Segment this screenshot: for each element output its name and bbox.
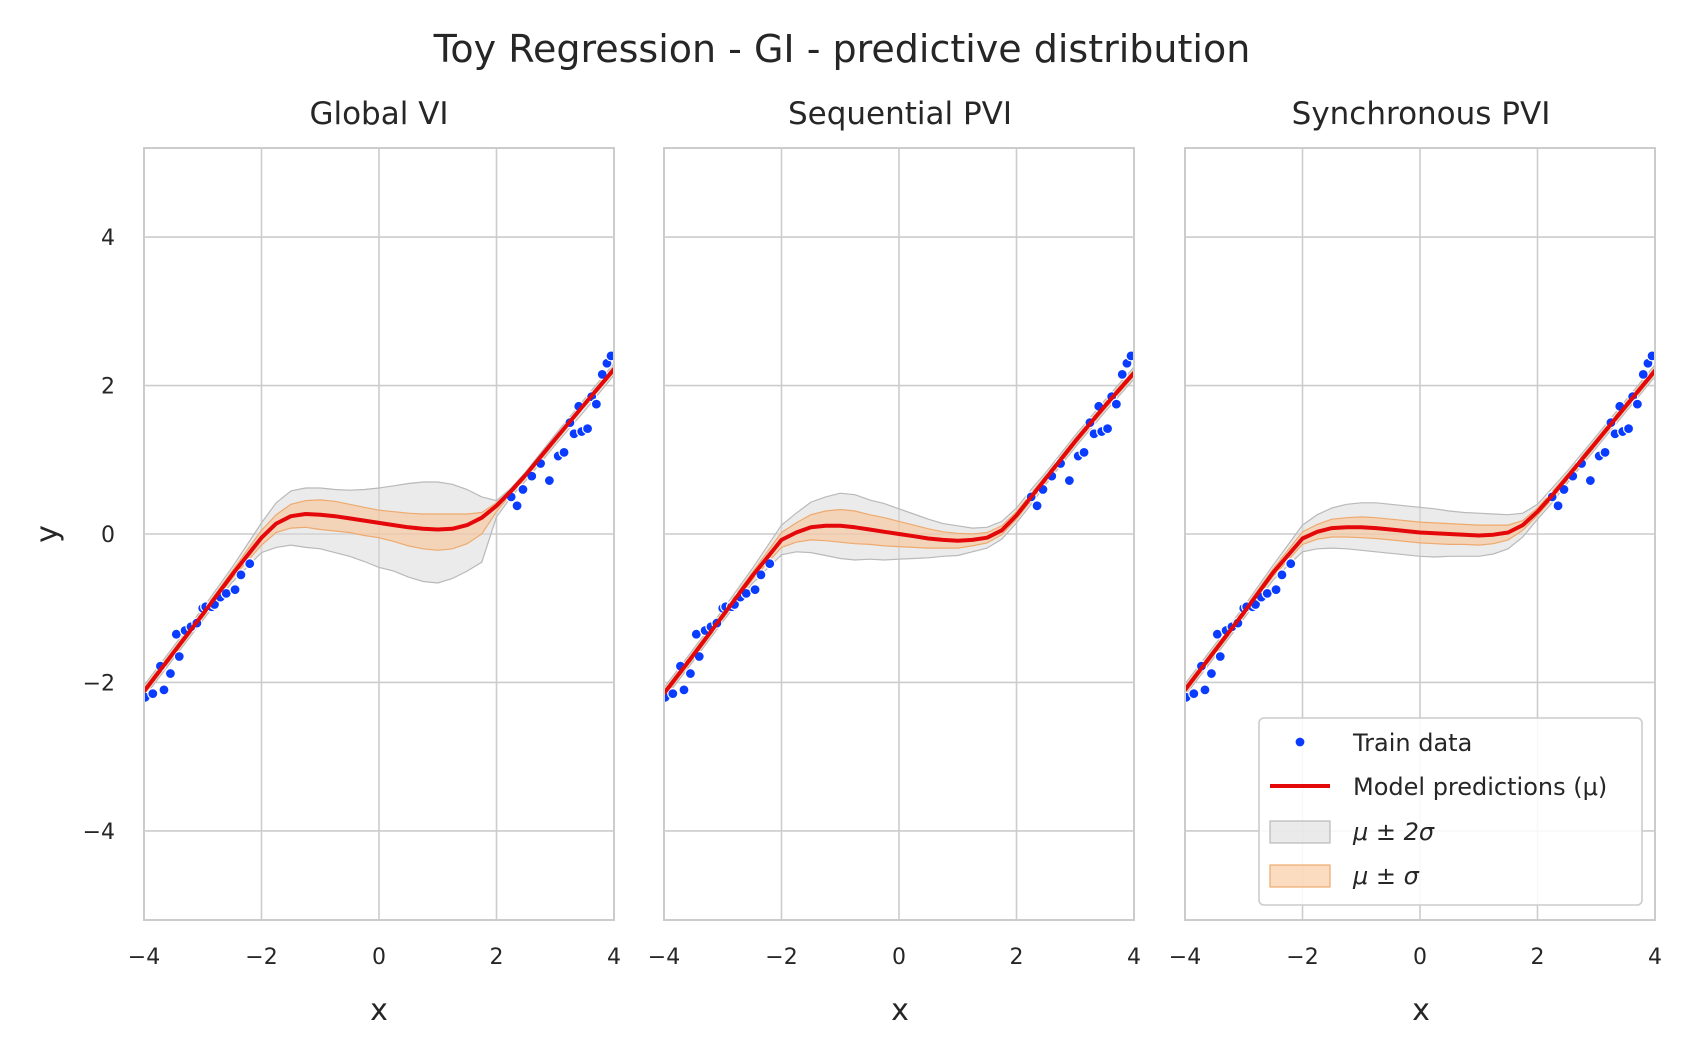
x-axis-label: x [370, 993, 388, 1028]
train-point [235, 569, 247, 581]
train-point [543, 474, 555, 487]
train-point [1199, 684, 1211, 696]
x-tick-label: 2 [490, 945, 504, 970]
y-axis-label: y [30, 525, 65, 543]
axes-frame [1184, 147, 1656, 921]
train-point [667, 687, 679, 700]
train-point [1188, 687, 1200, 700]
x-tick-label: −4 [1169, 945, 1201, 970]
legend-entry-model-predictions: Model predictions (μ) [1270, 773, 1607, 801]
train-point [755, 569, 767, 581]
train-point [1110, 398, 1122, 410]
train-point [605, 350, 614, 362]
subplot-title: Synchronous PVI [1292, 96, 1551, 132]
x-tick-label: 4 [1648, 945, 1662, 970]
train-point [684, 667, 697, 680]
mean-prediction-line [1185, 368, 1655, 692]
legend-marker-scatter [1294, 736, 1306, 748]
plot-area: −4 −2 0 2 4 −4 −2 0 2 4 [83, 147, 621, 970]
y-tick-label: 4 [101, 226, 115, 251]
train-point [1031, 500, 1043, 512]
train-point [558, 446, 570, 458]
train-point [517, 483, 529, 496]
axes-frame [663, 147, 1135, 921]
train-point [244, 558, 256, 570]
x-tick-label: 0 [892, 945, 906, 970]
plot-area: −4 −2 0 2 4 [1169, 147, 1662, 970]
train-point [229, 584, 241, 596]
train-point [749, 584, 761, 596]
plot-content [664, 350, 1134, 703]
train-point [173, 650, 185, 663]
y-tick-label: −2 [83, 671, 115, 696]
x-axis-label: x [1412, 993, 1430, 1028]
train-point [1599, 446, 1611, 458]
plot-content [144, 350, 614, 703]
figure-title: Toy Regression - GI - predictive distrib… [433, 27, 1251, 71]
train-point [1552, 500, 1564, 512]
x-tick-label: 2 [1531, 945, 1545, 970]
subplot-global-vi: Global VI −4 −2 0 2 4 −4 −2 0 2 4 x y [30, 96, 621, 1028]
train-point [581, 422, 594, 435]
train-point [1125, 350, 1134, 362]
one-sigma-band [144, 365, 614, 696]
x-axis-label: x [891, 993, 909, 1028]
train-point [1214, 650, 1226, 663]
x-tick-label: −2 [765, 945, 797, 970]
one-sigma-band [1185, 366, 1655, 694]
legend-marker-band [1269, 820, 1331, 844]
x-tick-label: 4 [1127, 945, 1141, 970]
mean-prediction-line [664, 370, 1134, 696]
subplot-title: Sequential PVI [788, 96, 1012, 132]
train-point [164, 667, 177, 680]
legend-entry-two-sigma-band: μ ± 2σ [1269, 818, 1435, 846]
train-point [1205, 667, 1218, 680]
x-tick-label: 0 [372, 945, 386, 970]
legend-label: Model predictions (μ) [1353, 773, 1607, 801]
subplot-title: Global VI [309, 96, 448, 132]
train-point [678, 684, 690, 696]
train-point [1637, 368, 1649, 381]
train-point [1078, 446, 1090, 458]
legend-label: μ ± σ [1352, 862, 1420, 890]
train-point [1631, 398, 1643, 410]
legend-marker-band [1269, 864, 1331, 888]
x-tick-label: −4 [128, 945, 160, 970]
train-point [1584, 474, 1596, 487]
legend-entry-one-sigma-band: μ ± σ [1269, 862, 1420, 890]
axes-frame [143, 147, 615, 921]
train-point [147, 687, 159, 700]
train-point [1276, 569, 1288, 581]
train-point [590, 398, 602, 410]
train-point [1646, 350, 1655, 362]
train-point [1101, 422, 1114, 435]
plot-content [1185, 350, 1655, 703]
x-tick-label: 2 [1010, 945, 1024, 970]
x-tick-label: 4 [607, 945, 621, 970]
train-point [1270, 584, 1282, 596]
legend-label: Train data [1352, 729, 1472, 757]
x-tick-label: −4 [648, 945, 680, 970]
mean-prediction-line [144, 367, 614, 694]
train-point [158, 684, 170, 696]
y-tick-label: 2 [101, 375, 115, 400]
train-point [1285, 558, 1297, 570]
x-tick-label: 0 [1413, 945, 1427, 970]
y-tick-label: −4 [83, 820, 115, 845]
train-point [1063, 474, 1075, 487]
subplot-synchronous-pvi: Synchronous PVI −4 −2 0 2 4 x [1169, 96, 1662, 1028]
y-tick-label: 0 [101, 523, 115, 548]
subplot-sequential-pvi: Sequential PVI −4 −2 0 2 4 x [648, 96, 1141, 1028]
legend-frame [1258, 717, 1643, 906]
train-point [1622, 422, 1635, 435]
legend-label: μ ± 2σ [1352, 818, 1435, 846]
train-point [511, 500, 523, 512]
plot-area: −4 −2 0 2 4 [648, 147, 1141, 970]
legend: Train data Model predictions (μ) μ ± 2σ … [1258, 717, 1643, 906]
train-point [1116, 368, 1128, 381]
legend-entry-train-data: Train data [1294, 729, 1472, 757]
x-tick-label: −2 [245, 945, 277, 970]
x-tick-label: −2 [1286, 945, 1318, 970]
